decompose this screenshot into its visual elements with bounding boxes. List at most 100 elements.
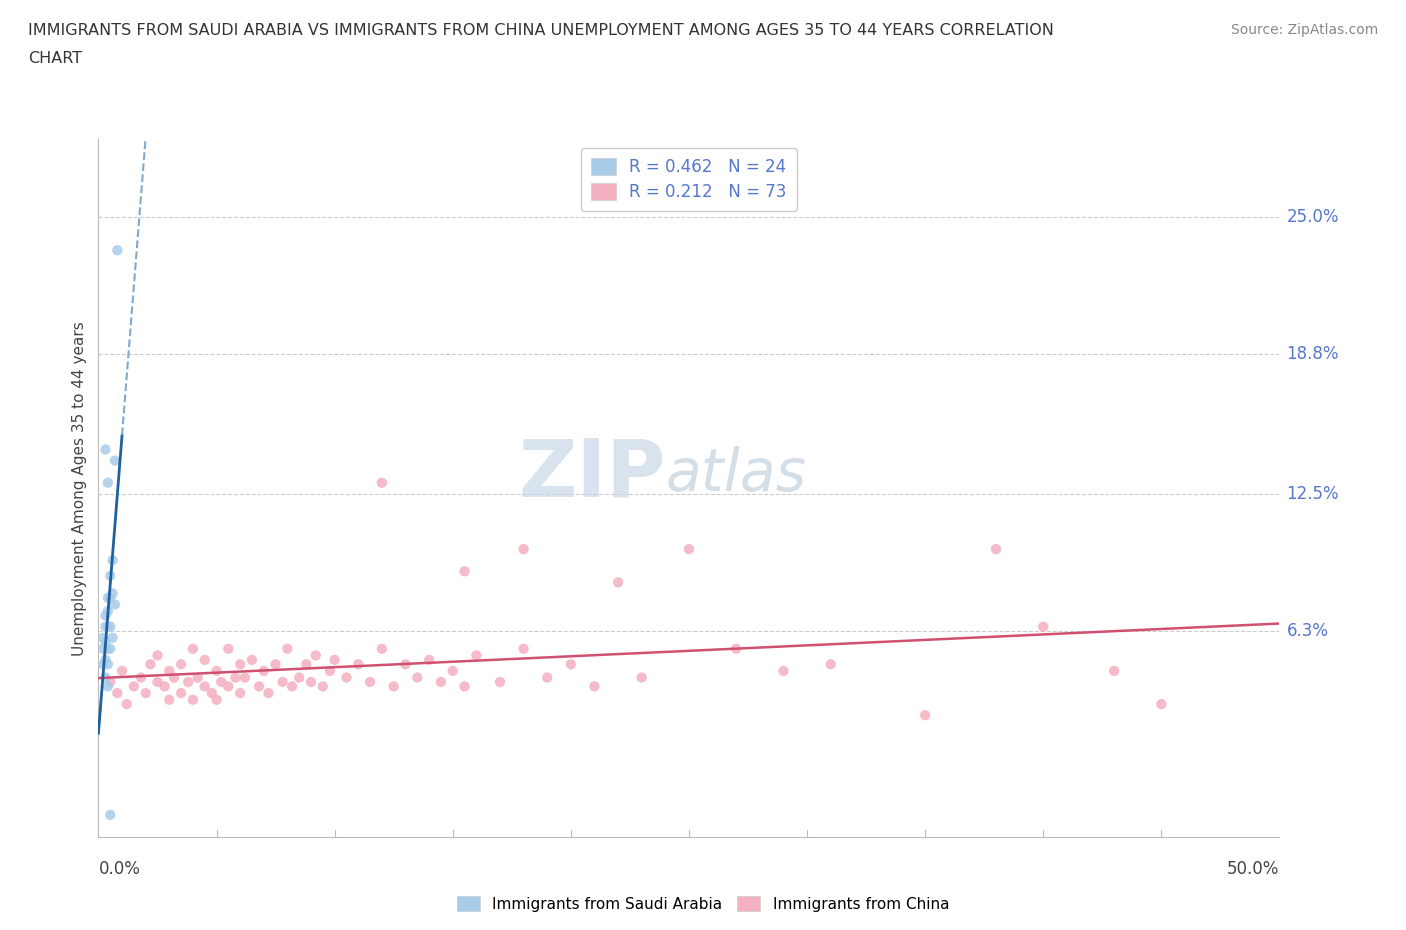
Point xyxy=(101,586,124,601)
Point xyxy=(229,685,252,700)
Point xyxy=(157,663,180,678)
Point xyxy=(91,657,114,671)
Point xyxy=(111,663,134,678)
Point xyxy=(98,807,121,822)
Point xyxy=(335,671,357,685)
Point xyxy=(209,674,232,689)
Text: 0.0%: 0.0% xyxy=(98,860,141,878)
Point xyxy=(257,685,280,700)
Point xyxy=(98,591,121,605)
Legend: Immigrants from Saudi Arabia, Immigrants from China: Immigrants from Saudi Arabia, Immigrants… xyxy=(451,889,955,918)
Point xyxy=(187,671,209,685)
Text: Source: ZipAtlas.com: Source: ZipAtlas.com xyxy=(1230,23,1378,37)
Point xyxy=(135,685,157,700)
Point xyxy=(247,679,270,694)
Point xyxy=(157,692,180,707)
Point xyxy=(170,685,193,700)
Point xyxy=(430,674,453,689)
Point xyxy=(97,642,120,657)
Point xyxy=(406,671,429,685)
Point xyxy=(264,657,287,671)
Point xyxy=(115,697,138,711)
Point xyxy=(229,657,252,671)
Point xyxy=(281,679,304,694)
Point xyxy=(512,642,534,657)
Point xyxy=(94,442,117,457)
Point xyxy=(94,634,117,649)
Point xyxy=(914,708,936,723)
Point xyxy=(122,679,145,694)
Point xyxy=(295,657,318,671)
Point xyxy=(97,657,120,671)
Point xyxy=(146,674,169,689)
Text: atlas: atlas xyxy=(665,445,806,503)
Point xyxy=(101,552,124,567)
Point xyxy=(253,663,276,678)
Point xyxy=(217,642,239,657)
Point xyxy=(271,674,294,689)
Point xyxy=(98,674,121,689)
Point xyxy=(1032,619,1054,634)
Point xyxy=(560,657,582,671)
Point xyxy=(678,541,700,556)
Point xyxy=(91,631,114,645)
Point xyxy=(94,608,117,623)
Point xyxy=(181,642,204,657)
Point xyxy=(104,453,127,468)
Point xyxy=(1150,697,1173,711)
Point xyxy=(347,657,370,671)
Point xyxy=(98,642,121,657)
Point xyxy=(97,475,120,490)
Point xyxy=(181,692,204,707)
Point xyxy=(98,568,121,583)
Point xyxy=(288,671,311,685)
Point xyxy=(607,575,630,590)
Point xyxy=(371,475,394,490)
Point xyxy=(536,671,558,685)
Point xyxy=(453,564,475,578)
Text: 50.0%: 50.0% xyxy=(1227,860,1279,878)
Point xyxy=(217,679,239,694)
Point xyxy=(382,679,405,694)
Point xyxy=(299,674,322,689)
Point xyxy=(224,671,246,685)
Text: 18.8%: 18.8% xyxy=(1286,345,1339,364)
Point xyxy=(1102,663,1125,678)
Point xyxy=(146,648,169,663)
Text: ZIP: ZIP xyxy=(517,435,665,513)
Text: 25.0%: 25.0% xyxy=(1286,208,1339,226)
Y-axis label: Unemployment Among Ages 35 to 44 years: Unemployment Among Ages 35 to 44 years xyxy=(72,321,87,656)
Point xyxy=(201,685,224,700)
Point xyxy=(194,653,217,668)
Point xyxy=(97,591,120,605)
Point xyxy=(97,619,120,634)
Point xyxy=(323,653,346,668)
Point xyxy=(984,541,1007,556)
Point xyxy=(240,653,263,668)
Point xyxy=(725,642,748,657)
Point xyxy=(91,642,114,657)
Point xyxy=(94,653,117,668)
Point xyxy=(97,604,120,618)
Point xyxy=(194,679,217,694)
Point xyxy=(104,597,127,612)
Point xyxy=(453,679,475,694)
Point xyxy=(359,674,381,689)
Point xyxy=(512,541,534,556)
Point xyxy=(129,671,152,685)
Point xyxy=(489,674,512,689)
Point xyxy=(205,692,228,707)
Point xyxy=(319,663,342,678)
Point xyxy=(233,671,256,685)
Point xyxy=(394,657,416,671)
Point xyxy=(105,243,128,258)
Point xyxy=(101,631,124,645)
Point xyxy=(312,679,335,694)
Point xyxy=(153,679,176,694)
Point xyxy=(465,648,488,663)
Point xyxy=(94,671,117,685)
Text: 12.5%: 12.5% xyxy=(1286,485,1339,503)
Point xyxy=(205,663,228,678)
Text: 6.3%: 6.3% xyxy=(1286,622,1329,640)
Point xyxy=(630,671,652,685)
